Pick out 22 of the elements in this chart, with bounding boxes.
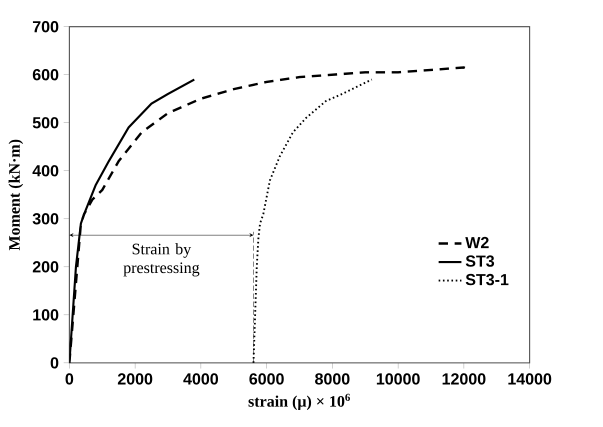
y-tick-label: 500: [32, 117, 58, 128]
y-tick-label: 700: [32, 21, 58, 32]
annotation: Strain by prestressing: [123, 243, 200, 276]
x-tick-label: 0: [66, 373, 74, 385]
legend-label: W2: [465, 236, 489, 248]
x-tick-label: 10000: [376, 373, 420, 385]
legend-label: ST3-1: [466, 274, 508, 286]
x-tick-label: 14000: [508, 373, 552, 385]
legend-label: ST3: [466, 255, 494, 267]
x-tick-label: 2000: [118, 373, 152, 385]
y-axis-title: Moment (kN·m): [8, 140, 24, 250]
x-axis-title: strain (μ) × 10$^{6}$: [248, 394, 350, 410]
x-tick-label: 6000: [249, 373, 284, 385]
x-tick-label: 8000: [315, 373, 350, 385]
y-tick-label: 100: [33, 309, 58, 321]
x-tick-label: 12000: [442, 373, 486, 385]
y-tick-label: 400: [32, 165, 58, 176]
x-tick-label: 4000: [183, 373, 218, 385]
y-tick-label: 200: [32, 261, 58, 273]
y-tick-label: 300: [32, 213, 58, 225]
y-tick-label: 600: [32, 69, 58, 80]
y-tick-label: 0: [50, 357, 58, 369]
